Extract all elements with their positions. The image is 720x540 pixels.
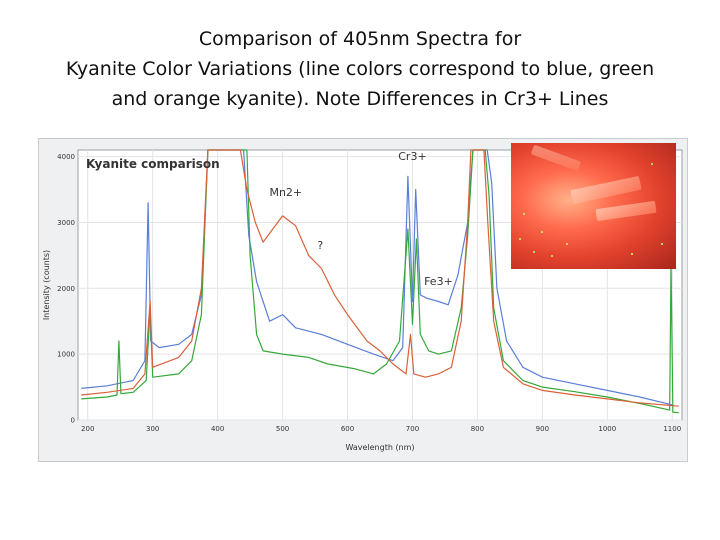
slide-title: Comparison of 405nm Spectra for Kyanite … (20, 24, 700, 114)
x-tick-label: 700 (406, 425, 419, 433)
annotation-label: Mn2+ (269, 186, 302, 199)
y-tick-label: 2000 (57, 285, 75, 293)
x-tick-label: 500 (276, 425, 289, 433)
y-axis-label: Intensity (counts) (42, 250, 51, 320)
y-tick-label: 4000 (57, 153, 75, 161)
series-line (81, 149, 679, 407)
y-tick-label: 0 (71, 417, 75, 425)
x-tick-label: 400 (211, 425, 224, 433)
y-tick-label: 1000 (57, 351, 75, 359)
annotation-label: Fe3+ (424, 275, 453, 288)
x-axis-label: Wavelength (nm) (345, 443, 414, 452)
slide-title-line-3: and orange kyanite). Note Differences in… (111, 88, 609, 110)
x-tick-label: 900 (536, 425, 549, 433)
annotation-label: ? (317, 239, 323, 252)
series-line (81, 149, 673, 406)
x-tick-label: 600 (341, 425, 354, 433)
x-tick-label: 300 (146, 425, 159, 433)
x-tick-label: 800 (471, 425, 484, 433)
y-tick-label: 3000 (57, 219, 75, 227)
kyanite-photo (511, 143, 676, 269)
chart-title: Kyanite comparison (86, 157, 220, 171)
slide-title-line-1: Comparison of 405nm Spectra for (198, 28, 522, 50)
slide-title-line-2: Kyanite Color Variations (line colors co… (65, 58, 655, 80)
x-tick-label: 1100 (663, 425, 681, 433)
x-tick-label: 200 (81, 425, 94, 433)
annotation-label: Cr3+ (398, 150, 426, 163)
x-tick-label: 1000 (598, 425, 616, 433)
